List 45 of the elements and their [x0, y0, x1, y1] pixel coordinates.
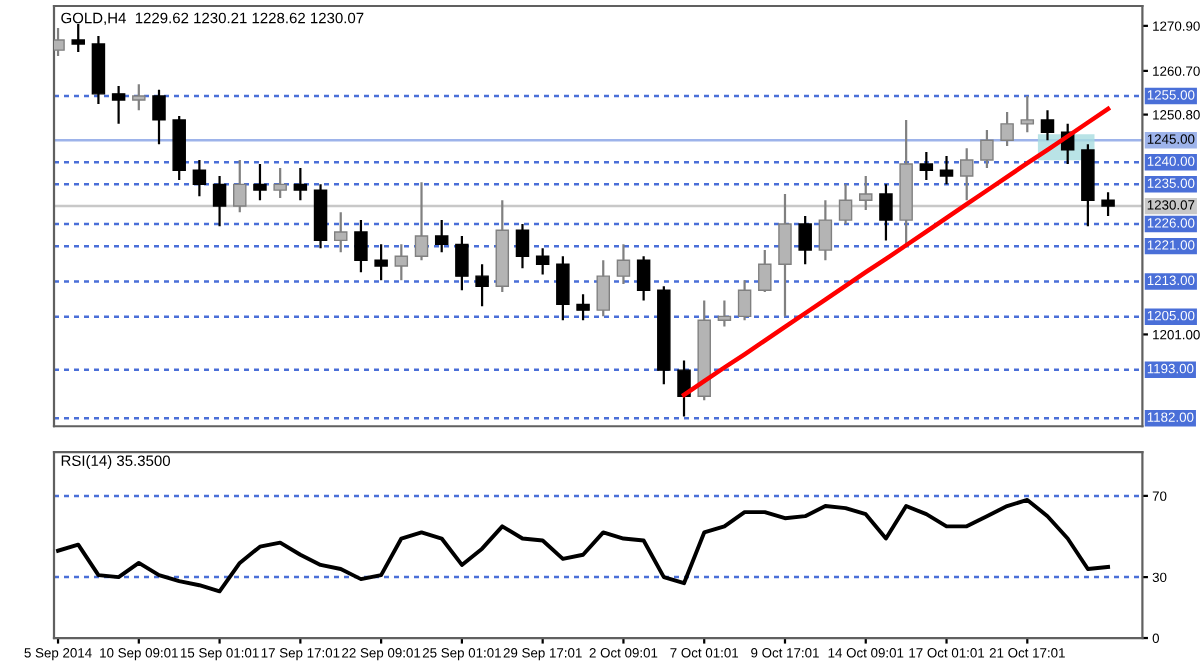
candlestick — [980, 128, 994, 170]
candlestick — [111, 84, 126, 125]
candlestick — [636, 255, 651, 302]
candlestick — [939, 154, 954, 186]
candlestick — [798, 215, 812, 266]
candlestick — [576, 293, 590, 322]
candlestick — [192, 158, 207, 198]
candlestick — [859, 174, 873, 212]
candlestick — [1020, 94, 1035, 134]
candlestick — [535, 247, 550, 276]
candlestick — [778, 192, 792, 318]
candlestick — [54, 26, 65, 57]
candlestick — [293, 166, 308, 202]
candlestick — [132, 83, 146, 112]
candlestick — [959, 147, 974, 202]
candlestick — [677, 359, 691, 418]
candlestick — [233, 158, 247, 214]
candlestick — [818, 199, 833, 262]
candlestick — [879, 183, 893, 242]
candlestick — [919, 151, 934, 182]
candlestick — [414, 181, 429, 262]
candlestick — [1101, 191, 1115, 218]
candlestick — [475, 263, 489, 308]
candlestick — [515, 222, 530, 270]
candlestick — [596, 259, 611, 318]
candlestick — [333, 211, 348, 254]
candlestick — [212, 174, 227, 228]
candlestick — [758, 249, 772, 294]
candlestick — [1040, 109, 1055, 142]
candlestick — [737, 279, 752, 322]
candlestick — [616, 243, 631, 286]
candlestick — [556, 255, 570, 322]
candlestick — [434, 218, 449, 254]
candlestick — [354, 218, 368, 274]
line-series — [56, 497, 1111, 594]
candlestick — [152, 88, 166, 146]
candlestick — [838, 183, 853, 226]
candlestick — [374, 243, 388, 282]
candlestick — [253, 162, 267, 202]
candlestick — [1000, 110, 1014, 148]
candlestick — [71, 22, 85, 54]
candlestick — [273, 166, 287, 200]
candlestick — [394, 243, 409, 282]
candlestick — [455, 234, 469, 292]
candlestick — [717, 299, 732, 328]
